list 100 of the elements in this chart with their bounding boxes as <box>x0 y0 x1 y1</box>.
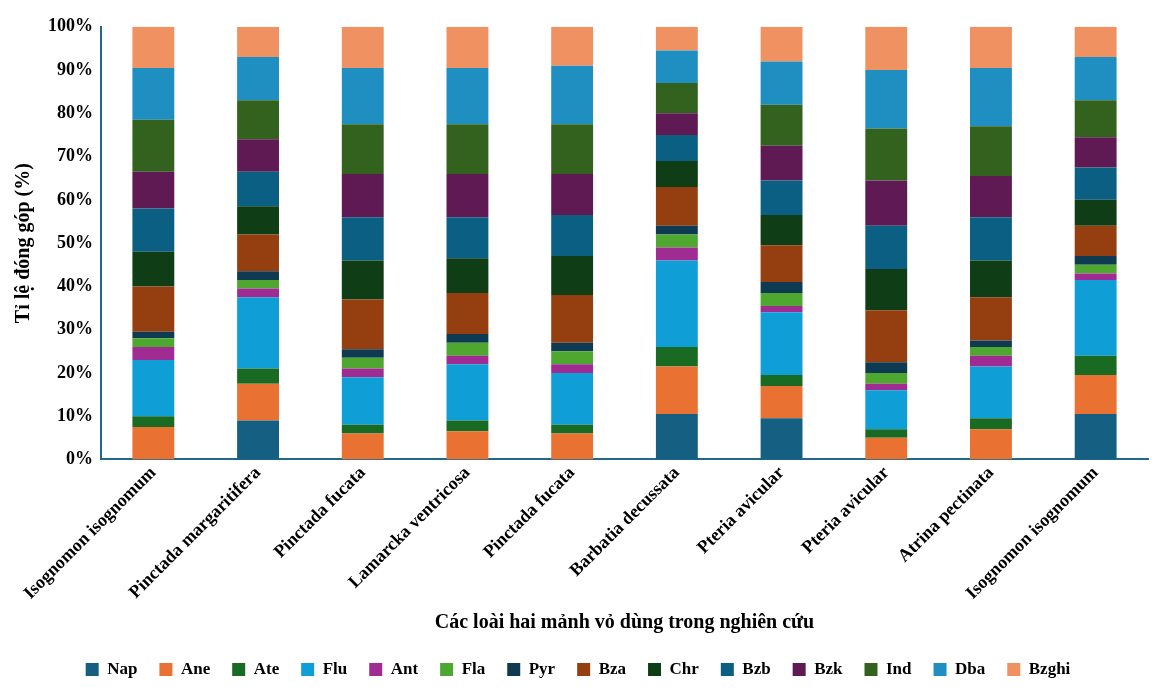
bar <box>970 366 1012 419</box>
bar <box>1074 26 1117 58</box>
bar <box>1074 256 1117 265</box>
bar <box>1074 57 1117 101</box>
bar <box>341 299 384 350</box>
bar <box>655 234 698 248</box>
bar <box>132 286 175 332</box>
bar <box>1074 273 1117 280</box>
bar <box>132 359 175 417</box>
bar <box>551 372 594 425</box>
bar <box>1074 100 1117 138</box>
bar <box>446 217 489 259</box>
legend-label: Dba <box>955 658 986 678</box>
bar <box>446 124 489 174</box>
bar <box>341 217 384 261</box>
bar <box>551 215 594 257</box>
bar <box>551 173 594 216</box>
bar <box>970 260 1012 298</box>
bar <box>446 420 489 432</box>
bar <box>760 312 803 376</box>
bar <box>655 160 698 187</box>
bar <box>865 180 908 226</box>
bar <box>132 331 175 339</box>
bar <box>1074 225 1117 257</box>
legend-label: Chr <box>669 658 700 678</box>
bar <box>760 245 803 283</box>
bar <box>865 390 908 430</box>
y-tick-label: 70% <box>57 145 93 166</box>
y-axis-title: Tỉ lệ đóng góp (%) <box>11 163 35 324</box>
legend-label: Ant <box>390 658 419 678</box>
bar <box>132 208 175 252</box>
bar <box>446 334 489 343</box>
bar <box>237 288 279 298</box>
bar <box>865 383 908 391</box>
bar <box>865 269 908 311</box>
y-tick-label: 0% <box>66 448 93 469</box>
bar <box>341 357 384 369</box>
bar <box>551 424 594 434</box>
bar <box>551 124 594 174</box>
bar <box>341 67 384 125</box>
bar <box>970 67 1012 127</box>
bar <box>237 271 279 280</box>
bar <box>132 346 175 360</box>
bar <box>446 258 489 293</box>
y-tick-label: 50% <box>57 231 93 252</box>
bar <box>551 26 594 66</box>
bar <box>446 355 489 365</box>
bar <box>655 134 698 161</box>
bar <box>655 366 698 415</box>
bar <box>446 364 489 421</box>
y-tick-label: 80% <box>57 101 93 122</box>
legend-label: Ind <box>886 658 913 678</box>
bar <box>655 50 698 84</box>
bar <box>551 295 594 343</box>
bar <box>132 119 175 172</box>
bar <box>760 180 803 216</box>
bar <box>655 346 698 367</box>
bar <box>1074 199 1117 226</box>
bar <box>237 234 279 272</box>
bar <box>865 362 908 373</box>
bar <box>760 215 803 246</box>
legend-label: Bzb <box>742 658 771 678</box>
legend-label: Flu <box>322 658 348 678</box>
bar <box>865 437 908 460</box>
bar <box>970 126 1012 177</box>
legend-label: Bza <box>598 658 627 678</box>
y-tick-label: 90% <box>57 58 93 79</box>
y-tick-label: 30% <box>57 318 93 339</box>
bar <box>446 173 489 218</box>
bar <box>865 225 908 270</box>
bar <box>760 292 803 306</box>
bar <box>970 297 1012 341</box>
bar <box>655 247 698 261</box>
bar <box>1074 137 1117 168</box>
bar <box>1074 264 1117 274</box>
bar <box>970 340 1012 347</box>
bar <box>760 305 803 313</box>
bar <box>132 26 175 68</box>
bar <box>237 57 279 101</box>
bar <box>865 372 908 384</box>
bar <box>341 377 384 425</box>
bar <box>237 139 279 172</box>
bar <box>760 145 803 181</box>
bar <box>655 260 698 347</box>
bar <box>132 251 175 287</box>
bar <box>970 355 1012 367</box>
bar <box>760 375 803 386</box>
y-tick-label: 10% <box>57 404 93 425</box>
bar <box>1074 279 1117 356</box>
bar <box>1074 355 1117 376</box>
legend-label: Bzk <box>814 658 844 678</box>
bar <box>655 113 698 135</box>
bar <box>865 70 908 129</box>
bar <box>760 26 803 62</box>
bar <box>237 26 279 58</box>
bar <box>132 67 175 120</box>
bar <box>865 128 908 181</box>
bar <box>865 26 908 71</box>
bar <box>341 368 384 378</box>
bar <box>446 292 489 334</box>
